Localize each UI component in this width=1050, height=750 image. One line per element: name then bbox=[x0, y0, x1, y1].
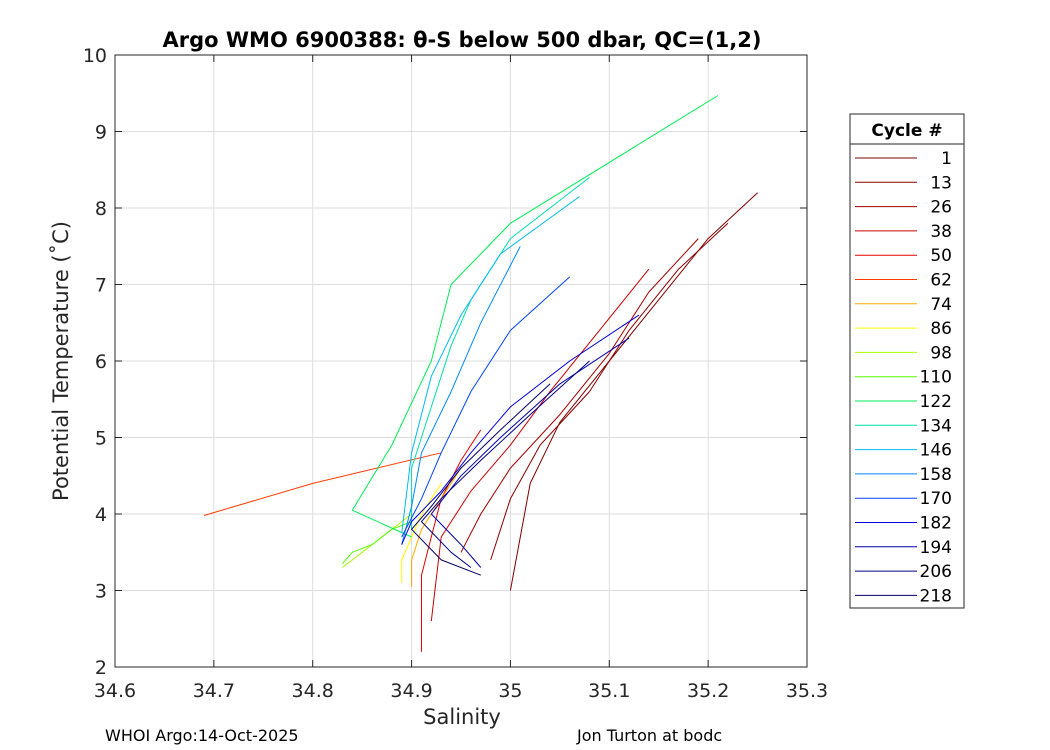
x-tick-label: 35.1 bbox=[588, 680, 630, 702]
series-line-cycle-74 bbox=[411, 467, 462, 587]
legend-label-cycle-194: 194 bbox=[920, 538, 952, 558]
footer-source: WHOI Argo:14-Oct-2025 bbox=[105, 726, 299, 745]
chart-title: Argo WMO 6900388: θ-S below 500 dbar, QC… bbox=[163, 28, 762, 52]
x-tick-labels: 34.6 34.7 34.8 34.9 35 35.1 35.2 35.3 bbox=[94, 680, 828, 702]
legend-label-cycle-74: 74 bbox=[930, 295, 952, 315]
x-tick-label: 34.8 bbox=[292, 680, 334, 702]
y-tick-label: 4 bbox=[95, 504, 107, 526]
series-line-cycle-146 bbox=[401, 196, 580, 534]
y-tick-labels: 2 3 4 5 6 7 8 9 10 bbox=[83, 45, 107, 679]
x-tick-label: 34.9 bbox=[390, 680, 432, 702]
x-tick-label: 34.7 bbox=[193, 680, 235, 702]
legend-items: 1 13 26 38 50 62 74 86 98 110 122 134 146 158 170 182 19… bbox=[855, 149, 952, 606]
footer-credit: Jon Turton at bodc bbox=[577, 726, 723, 745]
legend-label-cycle-86: 86 bbox=[930, 319, 952, 339]
series-line-cycle-122 bbox=[351, 95, 719, 538]
series-line-cycle-110 bbox=[342, 521, 412, 565]
legend-title: Cycle # bbox=[871, 121, 942, 141]
legend-label-cycle-218: 218 bbox=[920, 586, 952, 606]
series-line-cycle-206 bbox=[421, 360, 590, 568]
y-tick-label: 10 bbox=[83, 45, 107, 67]
legend: Cycle # 1 13 26 38 50 62 74 86 98 110 122 134 146 158… bbox=[849, 113, 965, 609]
y-tick-label: 5 bbox=[95, 428, 107, 450]
x-tick-label: 35 bbox=[498, 680, 522, 702]
legend-label-cycle-182: 182 bbox=[920, 514, 952, 534]
y-axis-label: Potential Temperature (˚C) bbox=[49, 221, 73, 501]
series-line-cycle-38 bbox=[430, 268, 650, 622]
legend-label-cycle-158: 158 bbox=[920, 465, 952, 485]
legend-label-cycle-26: 26 bbox=[930, 198, 952, 218]
y-tick-label: 2 bbox=[95, 657, 107, 679]
data-lines bbox=[203, 95, 758, 652]
series-line-cycle-170 bbox=[401, 276, 571, 538]
series-line-cycle-13 bbox=[490, 222, 729, 561]
x-tick-label: 35.2 bbox=[687, 680, 729, 702]
series-line-cycle-182 bbox=[401, 314, 640, 545]
legend-label-cycle-206: 206 bbox=[920, 562, 952, 582]
x-axis-label: Salinity bbox=[423, 705, 501, 729]
legend-label-cycle-146: 146 bbox=[920, 441, 952, 461]
axes-frame bbox=[114, 54, 808, 668]
legend-label-cycle-1: 1 bbox=[941, 149, 952, 169]
legend-label-cycle-62: 62 bbox=[930, 271, 952, 291]
series-line-cycle-134 bbox=[411, 177, 590, 530]
legend-box bbox=[849, 113, 965, 609]
y-tick-label: 7 bbox=[95, 275, 107, 297]
legend-label-cycle-170: 170 bbox=[920, 489, 952, 509]
plot-axes: 34.6 34.7 34.8 34.9 35 35.1 35.2 35.3 2 3 4 5 6 7 8 9 1… bbox=[83, 45, 828, 702]
legend-label-cycle-50: 50 bbox=[930, 246, 952, 266]
y-tick-label: 3 bbox=[95, 581, 107, 603]
series-line-cycle-158 bbox=[401, 246, 521, 545]
legend-label-cycle-38: 38 bbox=[930, 222, 952, 242]
y-tick-label: 8 bbox=[95, 198, 107, 220]
series-line-cycle-218 bbox=[411, 383, 551, 576]
legend-label-cycle-98: 98 bbox=[930, 343, 952, 363]
legend-label-cycle-13: 13 bbox=[930, 173, 952, 193]
x-tick-label: 34.6 bbox=[94, 680, 136, 702]
series-line-cycle-62 bbox=[203, 452, 442, 516]
legend-label-cycle-134: 134 bbox=[920, 416, 952, 436]
y-tick-label: 6 bbox=[95, 351, 107, 373]
y-tick-label: 9 bbox=[95, 122, 107, 144]
series-line-cycle-26 bbox=[460, 238, 699, 553]
x-tick-label: 35.3 bbox=[786, 680, 828, 702]
legend-label-cycle-122: 122 bbox=[920, 392, 952, 412]
series-line-cycle-194 bbox=[430, 337, 630, 568]
legend-label-cycle-110: 110 bbox=[920, 368, 952, 388]
series-line-cycle-50 bbox=[421, 429, 482, 652]
